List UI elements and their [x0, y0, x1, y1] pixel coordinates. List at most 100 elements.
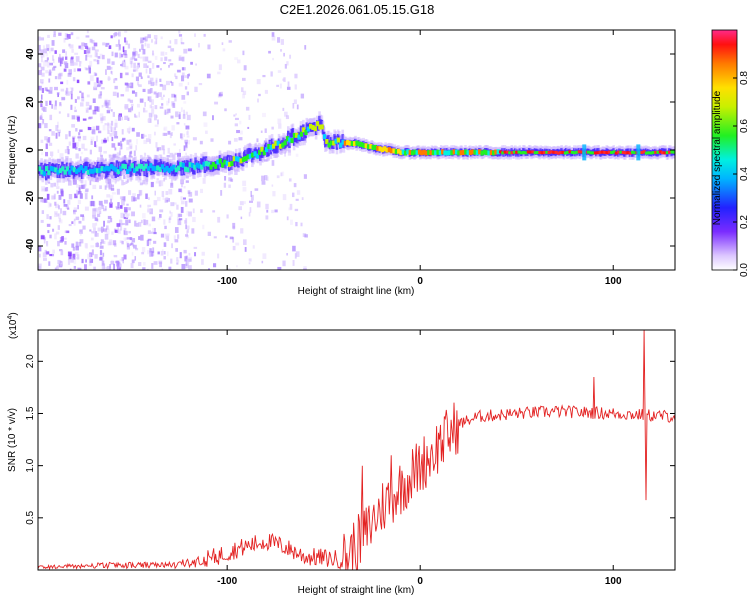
spectrogram-noise-mark — [48, 69, 53, 74]
spectrogram-noise-mark — [167, 233, 170, 236]
spectrogram-noise-mark — [144, 36, 148, 42]
spectrogram-noise-mark — [70, 60, 75, 66]
spectrogram-ridge-mark — [642, 150, 646, 154]
spectrogram-noise-mark — [164, 198, 169, 203]
spectrogram-ridge-mark — [130, 163, 134, 169]
spectrogram-band-mark — [128, 159, 131, 169]
spectrogram-noise-mark — [188, 140, 190, 145]
spectrogram-noise-mark — [124, 217, 128, 220]
spectrogram-ridge-mark — [223, 159, 227, 165]
spectrogram-noise-mark — [252, 245, 255, 249]
spectrogram-noise-mark — [114, 135, 119, 139]
spectrogram-noise-mark — [242, 187, 247, 192]
spectrogram-noise-mark — [120, 53, 124, 58]
spectrogram-ridge-mark — [406, 149, 410, 155]
spectrogram-noise-mark — [114, 32, 118, 37]
spectrogram-noise-mark — [295, 221, 298, 227]
spectrogram-noise-mark — [107, 123, 112, 129]
spectrogram-ridge-mark — [332, 140, 336, 146]
spectrogram-noise-mark — [168, 98, 170, 104]
spectrogram-ridge-mark — [533, 151, 537, 155]
spectrogram-ridge-mark — [496, 149, 500, 155]
spectrogram-noise-mark — [276, 84, 280, 87]
spectrogram-ridge-mark — [408, 150, 412, 156]
spectrogram-noise-mark — [176, 262, 179, 265]
spectrogram-noise-mark — [114, 85, 118, 90]
spectrogram-noise-mark — [40, 37, 45, 41]
spectrogram-noise-mark — [130, 263, 134, 269]
spectrogram-noise-mark — [99, 150, 102, 156]
spectrogram-noise-mark — [161, 103, 164, 106]
spectrogram-noise-mark — [183, 109, 185, 116]
spectrogram-noise-mark — [137, 65, 139, 69]
spectrogram-noise-mark — [121, 116, 124, 121]
spectrogram-noise-mark — [188, 258, 192, 262]
spectrogram-ridge-mark — [485, 150, 489, 156]
spectrogram-noise-mark — [163, 62, 166, 65]
spectrogram-noise-mark — [75, 146, 78, 150]
spectrogram-noise-mark — [99, 203, 104, 207]
spectrogram-band-mark — [341, 134, 345, 144]
spectrogram-noise-mark — [70, 90, 73, 95]
spectrogram-noise-mark — [126, 128, 131, 133]
spectrogram-y-tick-label: -20 — [25, 190, 36, 205]
spectrogram-noise-mark — [102, 124, 106, 131]
spectrogram-ridge-mark — [183, 166, 188, 172]
spectrogram-ridge-mark — [540, 151, 544, 155]
spectrogram-noise-mark — [57, 121, 59, 128]
spectrogram-noise-mark — [153, 261, 158, 265]
spectrogram-noise-mark — [101, 204, 105, 210]
spectrogram-noise-mark — [128, 176, 132, 180]
spectrogram-noise-mark — [104, 98, 108, 103]
spectrogram-noise-mark — [265, 203, 269, 210]
spectrogram-noise-mark — [121, 179, 124, 186]
spectrogram-ridge-mark — [478, 149, 482, 155]
spectrogram-noise-mark — [44, 160, 47, 166]
spectrogram-noise-mark — [181, 72, 185, 76]
spectrogram-noise-mark — [134, 91, 138, 97]
spectrogram-x-tick-label: 0 — [417, 276, 423, 287]
spectrogram-noise-mark — [175, 161, 179, 165]
spectrogram-noise-mark — [119, 72, 123, 79]
snr-y-tick-label: 1.5 — [25, 406, 36, 420]
spectrogram-ridge-mark — [489, 150, 493, 156]
spectrogram-noise-mark — [111, 61, 115, 65]
spectrogram-noise-mark — [119, 147, 122, 151]
spectrogram-noise-mark — [124, 104, 129, 110]
spectrogram-ridge-mark — [95, 168, 100, 174]
spectrogram-noise-mark — [106, 124, 110, 131]
spectrogram-noise-mark — [154, 105, 158, 110]
spectrogram-noise-mark — [151, 113, 155, 117]
spectrogram-ridge-mark — [554, 150, 558, 154]
spectrogram-noise-mark — [73, 209, 77, 213]
spectrogram-noise-mark — [111, 136, 114, 142]
spectrogram-ridge-mark — [290, 138, 294, 144]
spectrogram-noise-mark — [185, 111, 188, 115]
snr-frame — [37, 329, 676, 571]
spectrogram-noise-mark — [113, 78, 116, 84]
spectrogram-noise-mark — [143, 152, 146, 156]
spectrogram-noise-mark — [212, 263, 217, 268]
spectrogram-ridge-mark — [278, 143, 283, 149]
spectrogram-noise-mark — [280, 39, 284, 45]
spectrogram-noise-mark — [180, 137, 184, 141]
spectrogram-noise-mark — [174, 38, 178, 45]
spectrogram-noise-mark — [115, 260, 119, 264]
spectrogram-noise-mark — [142, 180, 146, 185]
spectrogram-noise-mark — [58, 194, 62, 200]
spectrogram-noise-mark — [277, 70, 282, 73]
spectrogram-ridge-mark — [536, 150, 540, 154]
spectrogram-ridge-mark — [410, 150, 415, 156]
spectrogram-noise-mark — [173, 94, 177, 98]
spectrogram-noise-mark — [164, 56, 168, 61]
spectrogram-noise-mark — [127, 117, 130, 121]
spectrogram-noise-mark — [166, 108, 171, 114]
spectrogram-noise-mark — [303, 266, 307, 270]
spectrogram-noise-mark — [47, 34, 50, 38]
spectrogram-noise-mark — [99, 113, 104, 117]
spectrogram-noise-mark — [180, 206, 184, 213]
spectrogram-noise-mark — [84, 242, 88, 248]
spectrogram-ridge-mark — [65, 166, 69, 172]
spectrogram-noise-mark — [54, 100, 57, 107]
